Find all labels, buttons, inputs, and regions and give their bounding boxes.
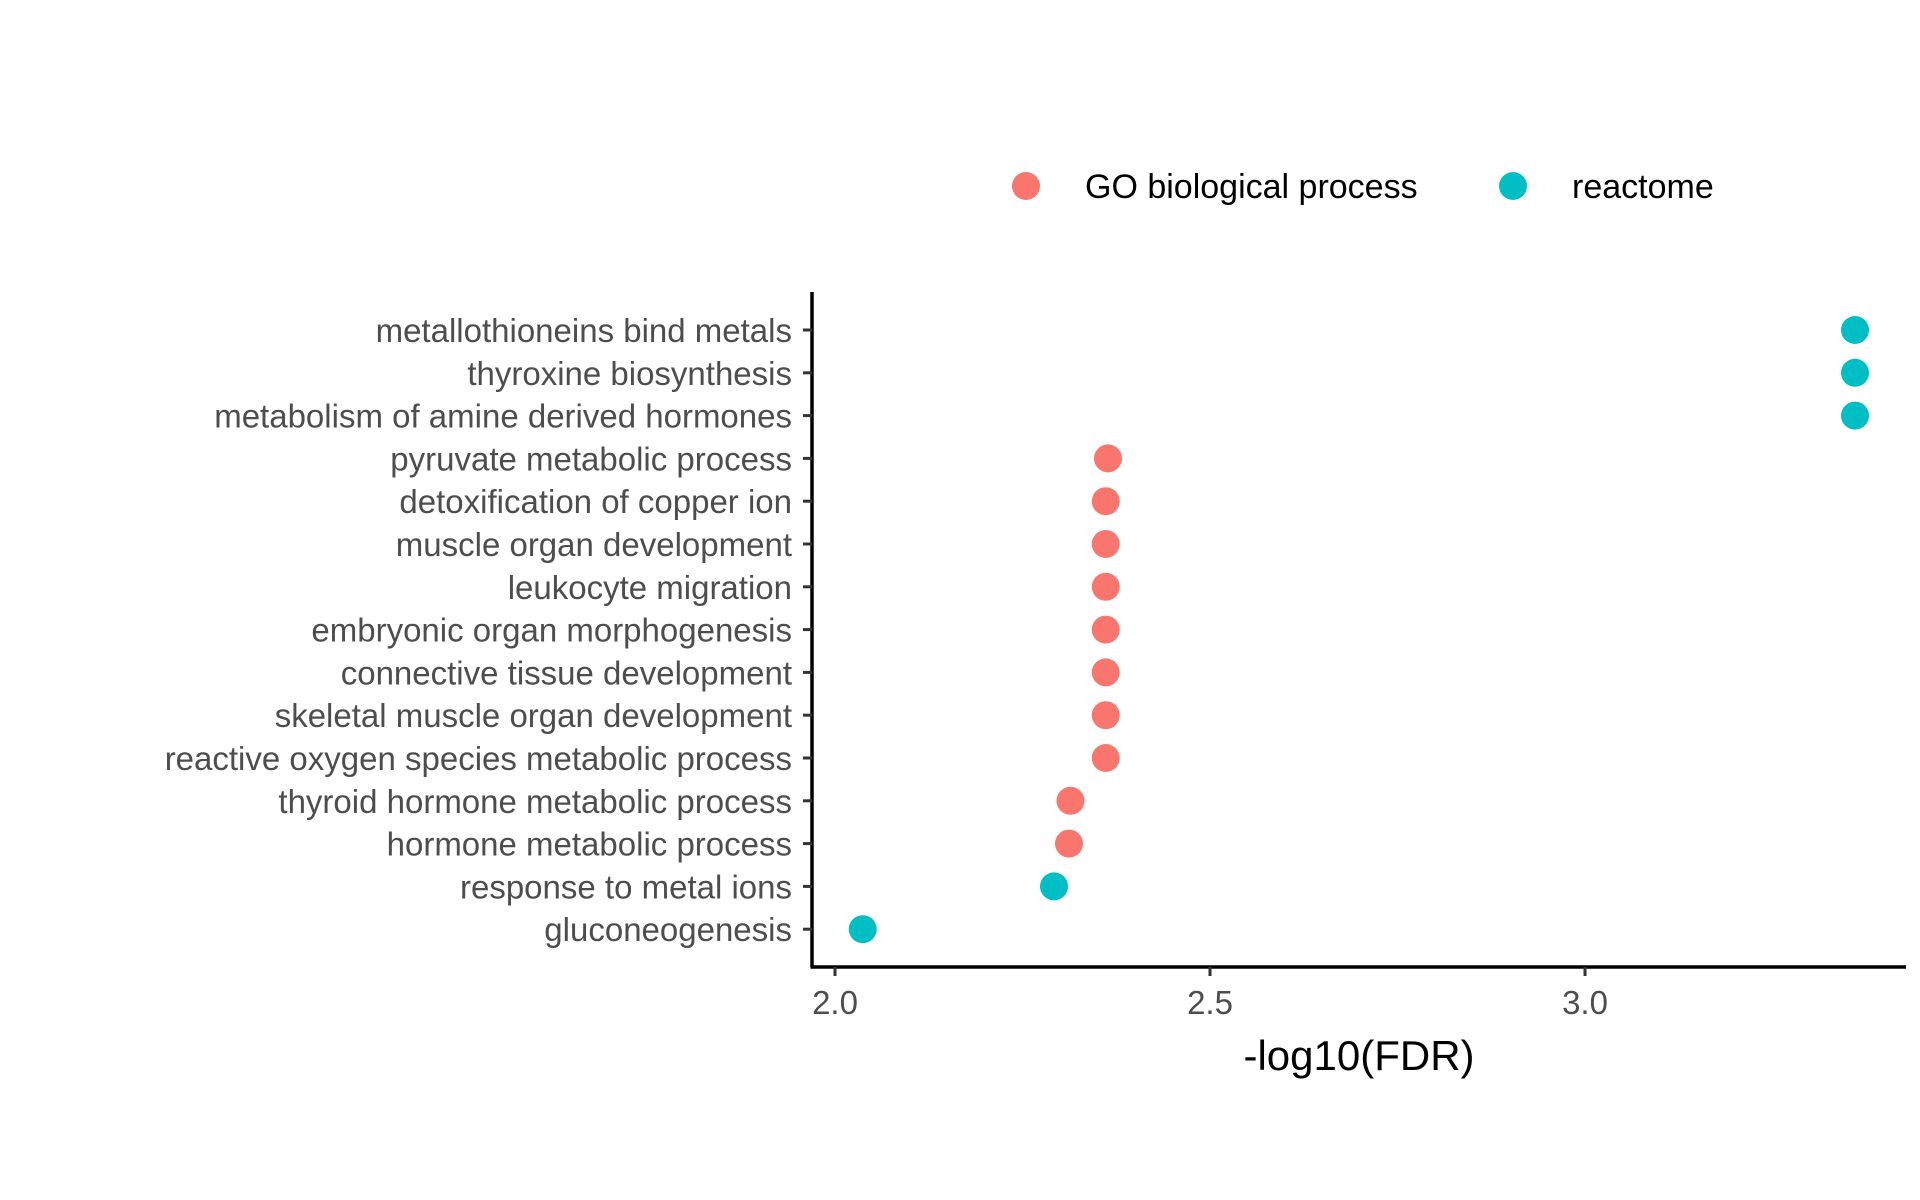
x-axis: 2.0 2.5 3.0 xyxy=(810,965,1906,1021)
x-tick-label-2-0: 2.0 xyxy=(812,984,858,1021)
point-gluconeogenesis xyxy=(848,915,877,944)
point-connective-tissue-development xyxy=(1091,658,1120,687)
point-thyroid-hormone-metabolic-process xyxy=(1056,786,1085,815)
y-tick-label-detoxification-of-copper-ion: detoxification of copper ion xyxy=(399,483,792,520)
y-tick-label-hormone-metabolic-process: hormone metabolic process xyxy=(387,826,792,863)
point-embryonic-organ-morphogenesis xyxy=(1091,615,1120,644)
point-pyruvate-metabolic-process xyxy=(1094,444,1122,473)
x-axis-title: -log10(FDR) xyxy=(1243,1032,1474,1079)
y-tick-label-thyroxine-biosynthesis: thyroxine biosynthesis xyxy=(467,355,792,392)
legend-label-reactome: reactome xyxy=(1572,168,1714,206)
legend-label-go-biological-process: GO biological process xyxy=(1085,168,1418,206)
y-tick-label-leukocyte-migration: leukocyte migration xyxy=(508,569,792,606)
y-tick-label-gluconeogenesis: gluconeogenesis xyxy=(544,911,792,948)
point-hormone-metabolic-process xyxy=(1055,829,1083,858)
y-tick-label-response-to-metal-ions: response to metal ions xyxy=(460,868,792,905)
point-skeletal-muscle-organ-development xyxy=(1091,701,1120,730)
y-tick-label-pyruvate-metabolic-process: pyruvate metabolic process xyxy=(390,440,792,477)
legend-key-reactome xyxy=(1499,172,1527,200)
y-tick-label-skeletal-muscle-organ-development: skeletal muscle organ development xyxy=(275,697,792,734)
legend: GO biological process reactome xyxy=(1012,168,1714,206)
point-metabolism-of-amine-derived-hormones xyxy=(1841,401,1869,430)
x-tick-label-2-5: 2.5 xyxy=(1187,984,1233,1021)
y-tick-label-thyroid-hormone-metabolic-process: thyroid hormone metabolic process xyxy=(278,783,792,820)
y-tick-label-reactive-oxygen-species-metabolic-process: reactive oxygen species metabolic proces… xyxy=(165,740,792,777)
y-tick-label-metallothioneins-bind-metals: metallothioneins bind metals xyxy=(376,312,792,349)
point-detoxification-of-copper-ion xyxy=(1091,487,1120,516)
point-thyroxine-biosynthesis xyxy=(1841,358,1869,387)
x-tick-label-3-0: 3.0 xyxy=(1562,984,1608,1021)
y-tick-label-embryonic-organ-morphogenesis: embryonic organ morphogenesis xyxy=(311,612,792,649)
point-reactive-oxygen-species-metabolic-process xyxy=(1091,744,1120,772)
point-muscle-organ-development xyxy=(1091,530,1120,558)
point-response-to-metal-ions xyxy=(1040,872,1068,901)
y-tick-label-metabolism-of-amine-derived-hormones: metabolism of amine derived hormones xyxy=(214,398,792,435)
data-points xyxy=(848,316,1869,944)
y-axis: metallothioneins bind metals thyroxine bi… xyxy=(165,292,814,967)
legend-key-go-biological-process xyxy=(1012,172,1040,200)
point-leukocyte-migration xyxy=(1091,572,1120,601)
y-tick-label-connective-tissue-development: connective tissue development xyxy=(341,654,792,691)
point-metallothioneins-bind-metals xyxy=(1841,316,1869,344)
y-tick-label-muscle-organ-development: muscle organ development xyxy=(396,526,792,563)
